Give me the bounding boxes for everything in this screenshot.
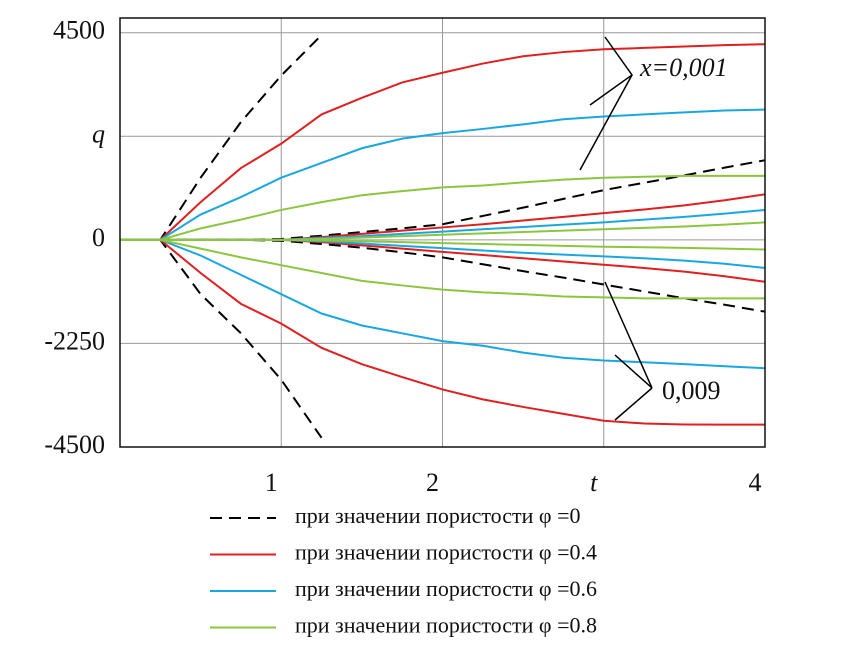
curve (120, 43, 765, 241)
y-tick-label: 4500 (53, 16, 105, 45)
leader (589, 36, 634, 106)
x-tick-label: 1 (265, 468, 278, 497)
legend-label: при значении пористости φ =0.8 (295, 613, 597, 638)
leader (579, 74, 633, 171)
curve (120, 238, 765, 300)
x-tick-label: 2 (426, 468, 439, 497)
legend-label: при значении пористости φ =0.6 (295, 576, 597, 601)
curve (120, 238, 765, 426)
curve (120, 108, 765, 241)
y-tick-label: q (92, 119, 105, 148)
y-tick-label: -2250 (44, 326, 105, 355)
curve (120, 238, 765, 370)
curve (120, 238, 765, 251)
legend: при значении пористости φ =0 при значении… (210, 503, 597, 638)
x-tick-label: t (590, 468, 598, 497)
annotation: 0,009 (662, 376, 721, 405)
leaders (579, 36, 653, 421)
y-tick-label: 0 (92, 223, 105, 252)
legend-label: при значении пористости φ =0.4 (295, 540, 597, 565)
y-tick-label: -4500 (44, 430, 105, 459)
curves (120, 34, 765, 439)
curve (120, 238, 765, 313)
annotation: x=0,001 (639, 53, 728, 82)
x-tick-label: 4 (749, 468, 762, 497)
leader (614, 387, 653, 421)
curve (120, 174, 765, 241)
curve (120, 159, 765, 241)
legend-label: при значении пористости φ =0 (295, 503, 580, 528)
curve (120, 238, 323, 439)
plot-frame (119, 17, 766, 448)
curve (120, 34, 323, 241)
